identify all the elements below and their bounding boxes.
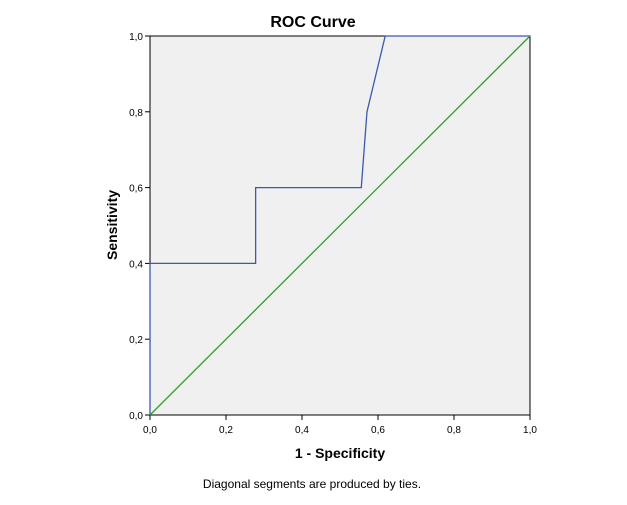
x-tick-label: 0,8: [447, 425, 461, 436]
reference-diagonal-line: [149, 35, 531, 416]
y-tick-label: 0,0: [129, 411, 143, 422]
chart-title: ROC Curve: [270, 14, 355, 31]
roc-curve-line: [149, 35, 530, 415]
y-tick-label: 0,6: [129, 184, 143, 195]
x-axis-label: 1 - Specificity: [295, 445, 385, 461]
series-group: [149, 35, 531, 416]
x-tick-label: 0,6: [371, 425, 385, 436]
y-tick-label: 0,8: [129, 108, 143, 119]
x-tick-label: 0,0: [143, 425, 157, 436]
y-axis-label: Sensitivity: [104, 190, 120, 260]
y-tick-label: 1,0: [129, 32, 143, 43]
x-tick-label: 1,0: [523, 425, 537, 436]
y-axis-ticks: 0,0 0,2 0,4 0,6 0,8 1,0: [129, 32, 150, 422]
chart-footnote: Diagonal segments are produced by ties.: [203, 477, 421, 491]
y-tick-label: 0,4: [129, 259, 143, 270]
y-tick-label: 0,2: [129, 335, 143, 346]
x-tick-label: 0,4: [295, 425, 309, 436]
x-tick-label: 0,2: [219, 425, 233, 436]
x-axis-ticks: 0,0 0,2 0,4 0,6 0,8 1,0: [143, 415, 537, 436]
